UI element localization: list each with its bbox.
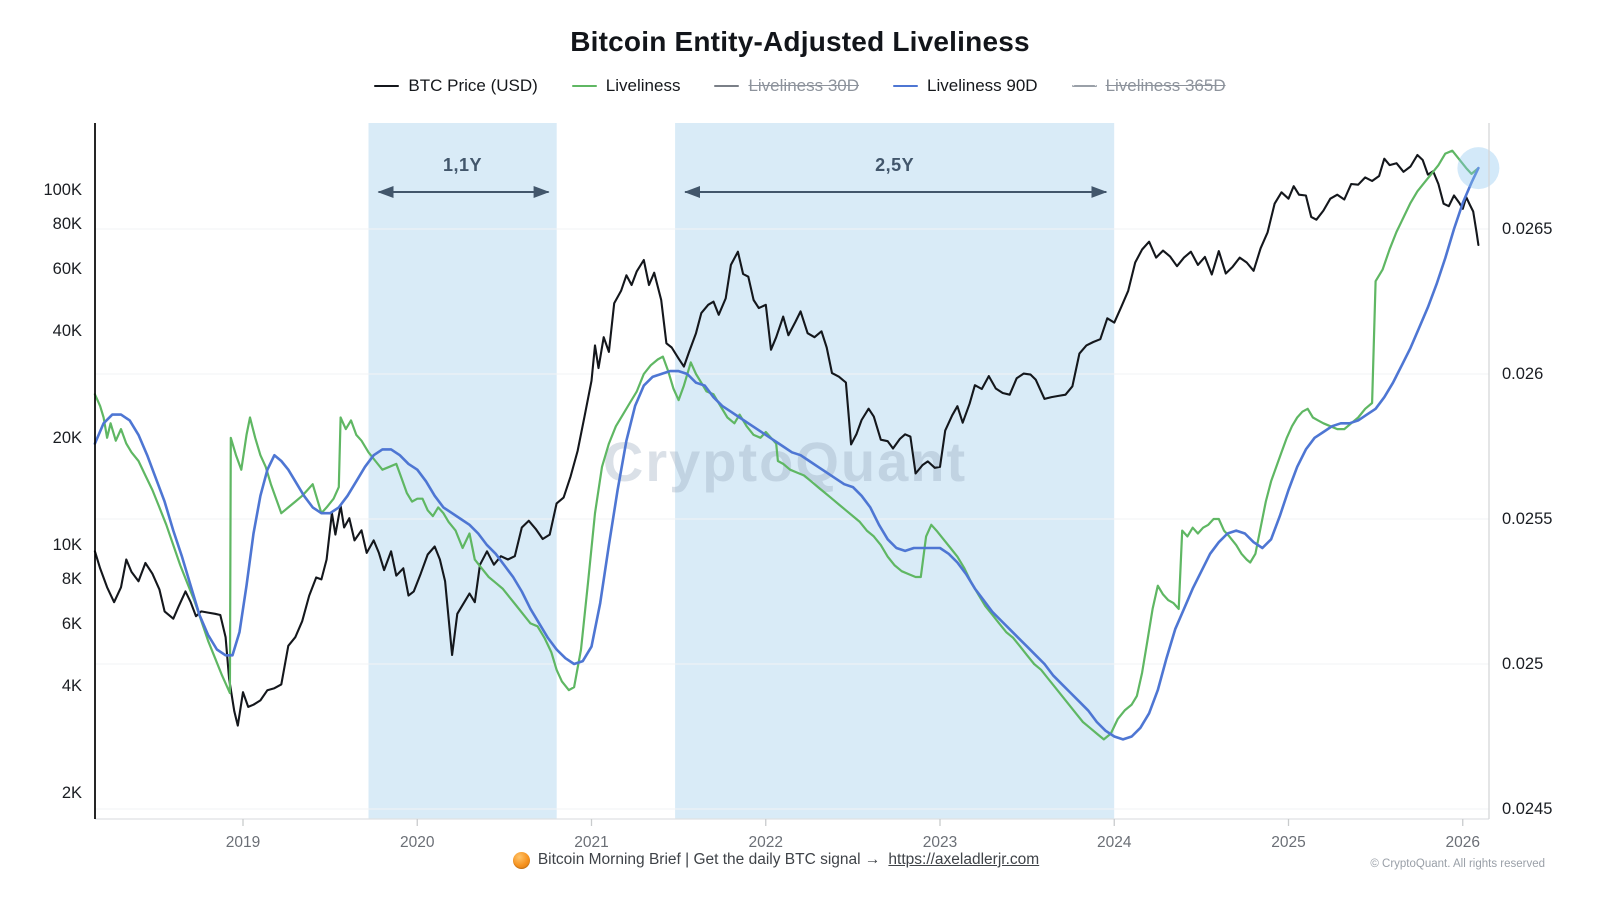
y-axis-right-tick-label: 0.026 [1502,365,1544,383]
orange-circle-icon [512,851,530,869]
y-axis-right-tick-label: 0.025 [1502,655,1544,673]
series-btc-price-usd- [93,153,1480,727]
legend-swatch-icon [714,85,740,87]
y-axis-left-tick-label: 4K [61,677,82,696]
y-axis-left-tick-label: 2K [61,784,82,803]
region-duration-label: 2,5Y [875,155,915,175]
page-title: Bitcoin Entity-Adjusted Liveliness [570,26,1030,57]
legend-item-liveliness[interactable]: Liveliness [571,76,681,96]
legend-item-label: Liveliness 365D [1105,76,1226,95]
x-axis-tick-label: 2021 [574,834,609,851]
x-axis-tick-label: 2023 [922,834,958,851]
legend-swatch-icon [374,85,400,87]
y-axis-left-tick-label: 40K [52,322,82,341]
legend-item-liveliness-365d[interactable]: Liveliness 365D [1071,76,1226,96]
copyright-text: © CryptoQuant. All rights reserved [1370,858,1545,870]
y-axis-left-tick-label: 8K [61,570,82,589]
x-axis-tick-label: 2020 [400,834,435,851]
highlight-region [368,123,557,819]
y-axis-left-tick-label: 60K [52,259,82,278]
x-axis-tick-label: 2024 [1097,834,1132,851]
series-liveliness-90d [93,166,1480,741]
legend-swatch-icon [571,85,597,87]
x-axis-tick-label: 2026 [1445,834,1480,851]
y-axis-left-tick-label: 100K [43,181,82,199]
legend-item-label: Liveliness [605,76,681,95]
region-duration-label: 1,1Y [443,155,483,175]
legend-swatch-icon [1071,85,1097,87]
legend-swatch-icon [893,85,919,87]
legend-item-btc-price-usd-[interactable]: BTC Price (USD) [374,76,538,96]
y-axis-left-tick-label: 6K [61,614,82,633]
x-axis-tick-label: 2025 [1271,834,1306,851]
y-axis-right-tick-label: 0.0245 [1502,800,1553,818]
legend-item-liveliness-30d[interactable]: Liveliness 30D [714,76,859,96]
y-axis-left-tick-label: 20K [52,429,82,448]
footer-link[interactable]: https://axeladlerjr.com [888,851,1040,868]
latest-point-halo [1457,147,1500,190]
x-axis-tick-label: 2019 [225,834,261,851]
legend-item-liveliness-90d[interactable]: Liveliness 90D [893,76,1038,96]
y-axis-left-tick-label: 10K [52,536,82,554]
footer: Bitcoin Morning Brief | Get the daily BT… [0,851,1552,869]
legend: BTC Price (USD) Liveliness Liveliness 30D L… [0,76,1600,96]
legend-item-label: BTC Price (USD) [408,76,538,95]
watermark: CryptoQuant [603,430,967,493]
y-axis-left-tick-label: 80K [52,215,82,234]
x-axis-tick-label: 2022 [748,834,783,851]
y-axis-right-tick-label: 0.0265 [1502,220,1553,238]
footer-text: Bitcoin Morning Brief | Get the daily BT… [537,851,881,868]
legend-item-label: Liveliness 30D [748,76,860,95]
y-axis-right-tick-label: 0.0255 [1502,510,1553,528]
legend-item-label: Liveliness 90D [927,76,1038,95]
highlight-region [675,123,1115,819]
